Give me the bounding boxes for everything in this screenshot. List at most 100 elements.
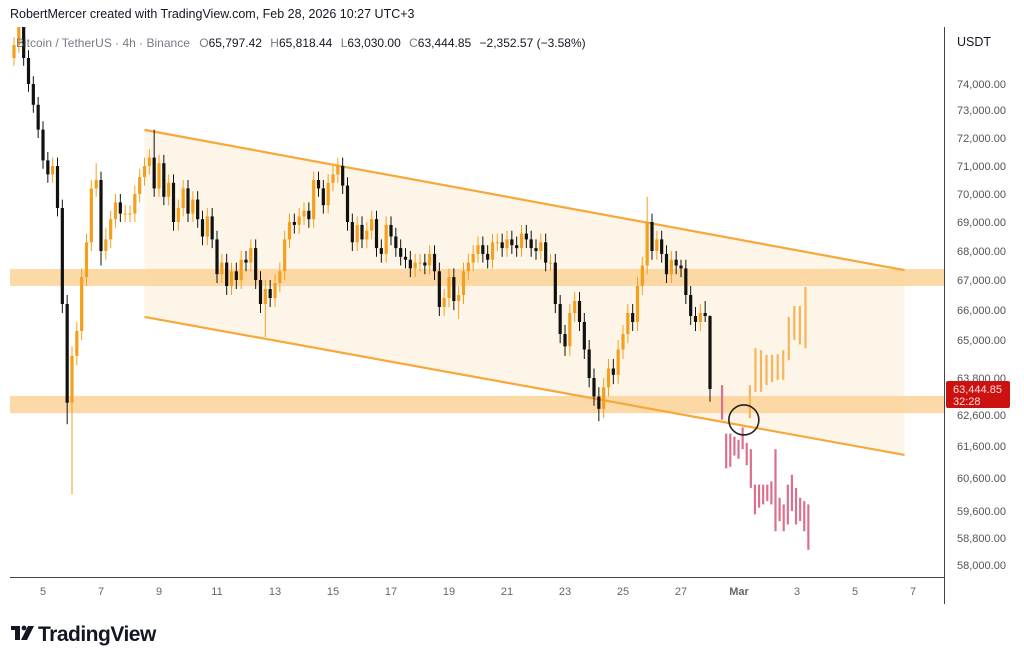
candle-body xyxy=(297,216,301,225)
breakout-circle-marker[interactable] xyxy=(728,404,760,436)
candle xyxy=(287,213,292,249)
candle xyxy=(519,224,524,257)
candle xyxy=(89,180,93,251)
candle xyxy=(428,245,432,275)
candle xyxy=(234,262,238,289)
candle xyxy=(36,97,40,138)
candle-body xyxy=(635,286,640,322)
candle-body xyxy=(220,262,224,275)
legend-symbol[interactable]: Bitcoin / TetherUS · 4h · Binance xyxy=(16,36,190,50)
candle xyxy=(524,224,528,249)
candle-body xyxy=(408,259,412,269)
price-tick-label: 74,000.00 xyxy=(957,79,1006,91)
candle xyxy=(297,208,301,234)
candle xyxy=(109,210,113,249)
candle xyxy=(171,174,176,231)
candle-body xyxy=(505,239,509,249)
channel-layer[interactable] xyxy=(144,128,905,457)
candle xyxy=(534,239,538,260)
tradingview-logo-icon xyxy=(11,625,34,640)
candle xyxy=(167,174,171,206)
candle xyxy=(312,171,316,228)
candle-body xyxy=(254,248,258,280)
candle-body xyxy=(684,268,688,295)
last-price-tag: 63,444.85 32:28 xyxy=(946,381,1010,408)
candle-body xyxy=(490,242,495,260)
horizontal-zone[interactable] xyxy=(10,268,944,286)
candle xyxy=(350,213,354,251)
candle xyxy=(370,210,374,240)
candle xyxy=(660,230,664,263)
candle xyxy=(481,236,485,263)
candle-body xyxy=(534,248,538,251)
horizontal-zone[interactable] xyxy=(10,395,944,414)
candle-body xyxy=(476,245,480,254)
candle-body xyxy=(302,210,306,217)
candle-body xyxy=(645,222,649,266)
legend-low: 63,030.00 xyxy=(347,36,401,50)
candle xyxy=(258,271,263,313)
last-price-countdown: 32:28 xyxy=(953,396,981,408)
candle-body xyxy=(703,313,707,316)
candle-body xyxy=(215,239,219,275)
channel-lower-line[interactable] xyxy=(144,315,905,457)
channel-upper-line[interactable] xyxy=(144,128,905,272)
candle-body xyxy=(229,271,234,286)
candle-body xyxy=(200,219,205,237)
candle xyxy=(573,292,577,322)
candle-body xyxy=(123,213,127,215)
candle xyxy=(587,340,591,388)
time-ticks[interactable]: 5 7 9 11 13 15 17 19 21 23 25 27 Mar 3 5 7 xyxy=(40,586,916,598)
legend-open: 65,797.42 xyxy=(209,36,263,50)
legend: Bitcoin / TetherUS · 4h · Binance O65,79… xyxy=(16,36,586,50)
price-tick-label: 72,000.00 xyxy=(957,133,1006,145)
price-tick-label: 61,600.00 xyxy=(957,441,1006,453)
candle xyxy=(147,149,151,175)
candle xyxy=(331,166,335,192)
candle xyxy=(200,210,205,246)
candle xyxy=(486,245,490,269)
candle-body xyxy=(89,188,93,243)
candle-body xyxy=(437,271,441,307)
candle-body xyxy=(365,230,369,240)
price-tick-label: 59,600.00 xyxy=(957,506,1006,518)
candle xyxy=(631,304,635,331)
candle-body xyxy=(650,222,654,251)
candle xyxy=(181,180,185,217)
price-tick-label: 73,000.00 xyxy=(957,105,1006,117)
time-tick-label: 11 xyxy=(211,586,222,598)
candle-body xyxy=(452,277,456,301)
candle-body xyxy=(568,313,572,347)
time-tick-label: 3 xyxy=(794,586,800,598)
candle xyxy=(379,239,383,263)
price-tick-label: 71,000.00 xyxy=(957,161,1006,173)
candle-body xyxy=(341,166,345,186)
candle-body xyxy=(611,368,615,375)
attribution: RobertMercer created with TradingView.co… xyxy=(10,7,415,21)
candle xyxy=(399,239,403,266)
candle-body xyxy=(307,210,311,220)
header-bg xyxy=(0,0,944,27)
candle xyxy=(495,233,499,251)
candle-body xyxy=(374,219,379,249)
candle-body xyxy=(471,253,475,263)
candles-layer xyxy=(12,19,712,495)
candle-body xyxy=(510,239,514,246)
candle-body xyxy=(616,349,620,375)
time-tick-label: 27 xyxy=(675,586,687,598)
tradingview-logo[interactable]: TradingView xyxy=(11,623,157,646)
candle-body xyxy=(84,242,89,278)
candle xyxy=(466,253,470,280)
candle xyxy=(442,289,446,316)
candle-body xyxy=(292,222,296,225)
candle-body xyxy=(674,259,678,266)
price-axis[interactable] xyxy=(945,27,1015,577)
candle-body xyxy=(65,304,69,403)
candle xyxy=(104,227,108,260)
candle-body xyxy=(167,182,171,197)
candle xyxy=(152,129,156,197)
candle-body xyxy=(447,277,451,298)
candle xyxy=(292,213,296,234)
candle xyxy=(162,154,166,206)
